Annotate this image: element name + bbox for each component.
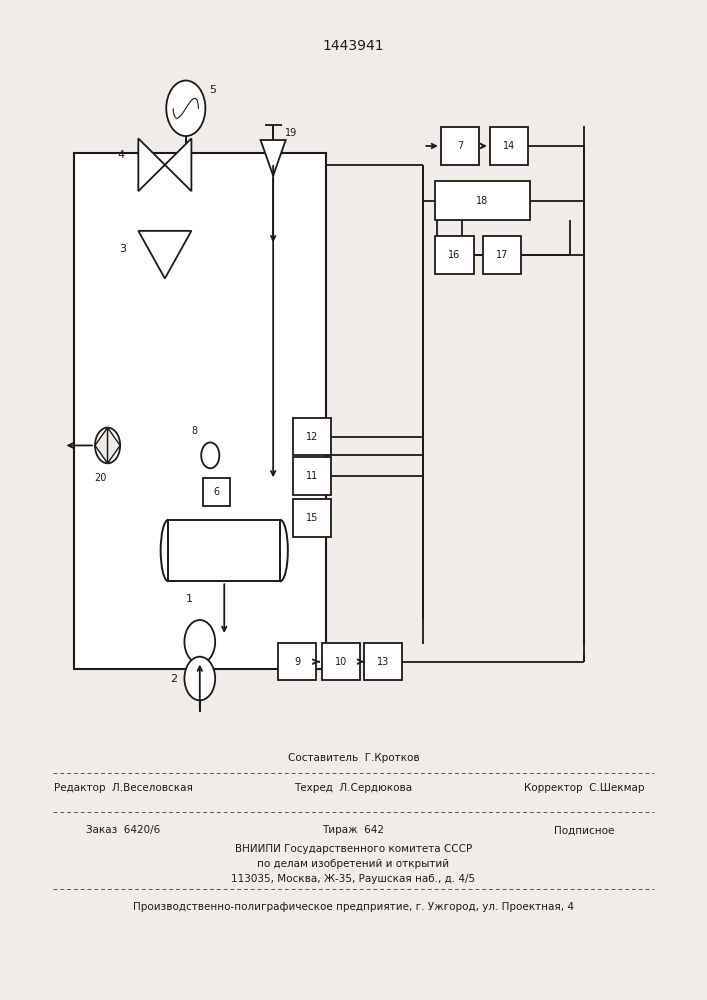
Text: 4: 4 xyxy=(117,150,124,160)
Text: 17: 17 xyxy=(496,250,508,260)
Text: 1443941: 1443941 xyxy=(322,39,385,53)
Text: Производственно-полиграфическое предприятие, г. Ужгород, ул. Проектная, 4: Производственно-полиграфическое предприя… xyxy=(133,902,574,912)
Bar xyxy=(168,520,280,581)
Text: 5: 5 xyxy=(209,85,216,95)
Bar xyxy=(441,127,479,165)
Polygon shape xyxy=(261,140,286,176)
Text: 19: 19 xyxy=(284,128,297,138)
Text: 13: 13 xyxy=(377,657,390,667)
Text: 20: 20 xyxy=(95,473,107,483)
Text: 3: 3 xyxy=(119,244,127,254)
Bar xyxy=(293,418,331,455)
Text: Составитель  Г.Кротков: Составитель Г.Кротков xyxy=(288,753,419,763)
Text: Корректор  С.Шекмар: Корректор С.Шекмар xyxy=(524,783,644,793)
Circle shape xyxy=(201,442,219,468)
Text: 11: 11 xyxy=(306,471,318,481)
Circle shape xyxy=(166,81,205,136)
Text: 2: 2 xyxy=(170,674,177,684)
Polygon shape xyxy=(139,138,165,191)
Circle shape xyxy=(95,428,120,463)
Bar xyxy=(278,643,317,680)
Polygon shape xyxy=(107,428,120,463)
Bar xyxy=(293,499,331,537)
Text: 15: 15 xyxy=(305,513,318,523)
Bar xyxy=(364,643,402,680)
Text: 1: 1 xyxy=(186,594,193,604)
Text: Техред  Л.Сердюкова: Техред Л.Сердюкова xyxy=(294,783,413,793)
Text: 16: 16 xyxy=(448,250,460,260)
Text: 12: 12 xyxy=(305,432,318,442)
Polygon shape xyxy=(165,138,192,191)
Text: Заказ  6420/6: Заказ 6420/6 xyxy=(86,825,160,835)
Polygon shape xyxy=(139,231,192,278)
Text: 6: 6 xyxy=(214,487,220,497)
Text: Тираж  642: Тираж 642 xyxy=(322,825,385,835)
Text: по делам изобретений и открытий: по делам изобретений и открытий xyxy=(257,859,450,869)
Bar xyxy=(483,236,521,274)
Text: 7: 7 xyxy=(457,141,463,151)
Bar xyxy=(74,153,325,669)
Text: 113035, Москва, Ж-35, Раушская наб., д. 4/5: 113035, Москва, Ж-35, Раушская наб., д. … xyxy=(231,874,476,884)
Circle shape xyxy=(185,620,215,664)
Bar xyxy=(204,478,230,506)
Text: Редактор  Л.Веселовская: Редактор Л.Веселовская xyxy=(54,783,192,793)
Text: 18: 18 xyxy=(477,196,489,206)
Bar xyxy=(436,181,530,220)
Text: ВНИИПИ Государственного комитета СССР: ВНИИПИ Государственного комитета СССР xyxy=(235,844,472,854)
Text: Подписное: Подписное xyxy=(554,825,614,835)
Bar xyxy=(436,236,474,274)
Text: 9: 9 xyxy=(294,657,300,667)
Circle shape xyxy=(185,657,215,700)
Text: 8: 8 xyxy=(192,426,198,436)
Text: 14: 14 xyxy=(503,141,515,151)
Text: 10: 10 xyxy=(335,657,347,667)
Bar xyxy=(322,643,361,680)
Bar xyxy=(293,457,331,495)
Polygon shape xyxy=(95,428,107,463)
Bar xyxy=(490,127,528,165)
